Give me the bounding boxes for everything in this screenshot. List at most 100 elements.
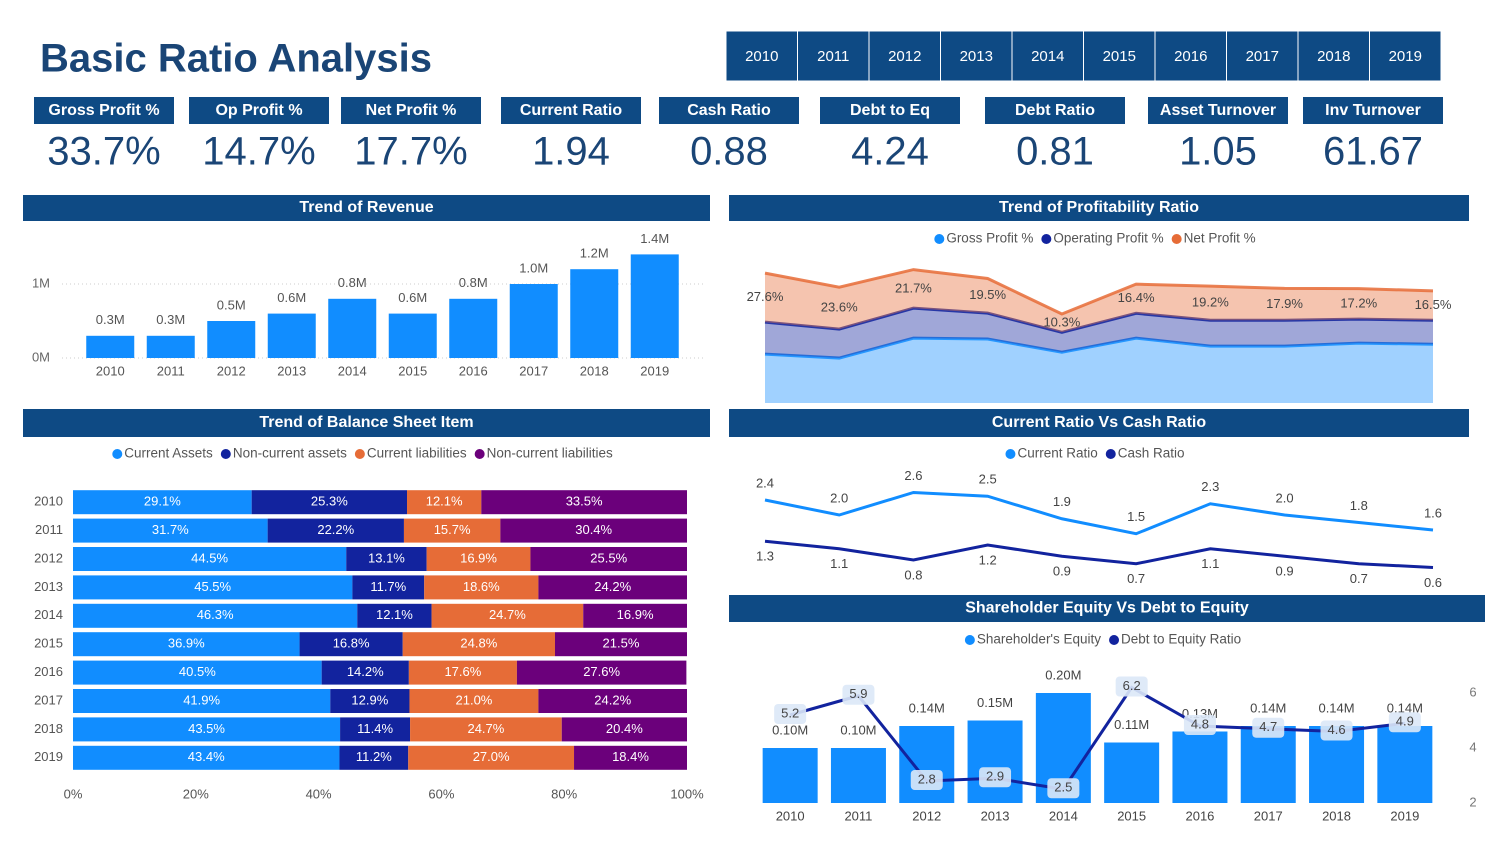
year-button[interactable] xyxy=(1297,30,1370,82)
kpi-label: Current Ratio xyxy=(520,102,622,119)
year-button-label[interactable]: 2019 xyxy=(1389,48,1422,65)
kpi-value: 61.67 xyxy=(1323,130,1423,174)
area-line xyxy=(764,336,1434,360)
data-label: 1.1 xyxy=(1201,556,1219,571)
data-label: 36.9% xyxy=(168,636,205,651)
legend: Current Assets Non-current assets Current … xyxy=(112,446,613,461)
x-tick-label: 0% xyxy=(64,786,83,801)
legend-label: Current Ratio xyxy=(1017,446,1097,461)
bar xyxy=(762,748,818,803)
data-label: 10.3% xyxy=(1043,315,1080,330)
year-button-label[interactable]: 2016 xyxy=(1174,48,1207,65)
bar xyxy=(207,321,256,358)
data-label: 16.9% xyxy=(617,607,654,622)
data-label: 21.0% xyxy=(456,692,493,707)
data-label: 24.2% xyxy=(594,692,631,707)
data-label: 21.7% xyxy=(895,280,932,295)
y-tick-label: 2017 xyxy=(34,692,63,707)
kpi-label-bg xyxy=(1148,97,1288,124)
year-button[interactable] xyxy=(1083,30,1156,82)
area-line xyxy=(764,306,1434,334)
bar-segment xyxy=(481,490,687,515)
x-tick-label: 2018 xyxy=(580,363,609,378)
data-label: 25.3% xyxy=(311,494,348,509)
bar xyxy=(830,748,886,803)
kpi-label-bg xyxy=(341,97,481,124)
year-button-label[interactable]: 2013 xyxy=(960,48,993,65)
chart-title: Current Ratio Vs Cash Ratio xyxy=(992,414,1206,431)
data-label: 0.15M xyxy=(977,695,1013,710)
x-tick-label: 2012 xyxy=(217,363,246,378)
area xyxy=(765,338,1433,403)
kpi-label: Inv Turnover xyxy=(1325,102,1421,119)
year-button[interactable] xyxy=(1226,30,1299,82)
panel-header xyxy=(23,195,710,221)
year-button[interactable] xyxy=(868,30,941,82)
data-label: 27.0% xyxy=(473,749,510,764)
data-label: 21.5% xyxy=(603,636,640,651)
data-label: 17.2% xyxy=(1340,295,1377,310)
data-label-bg xyxy=(842,684,875,705)
data-label: 0.9 xyxy=(1276,564,1294,579)
data-label: 27.6% xyxy=(747,289,784,304)
bar-segment xyxy=(409,689,539,713)
chart-title: Trend of Profitability Ratio xyxy=(999,199,1199,216)
y-tick-label: 2015 xyxy=(34,636,63,651)
data-label: 5.9 xyxy=(849,686,867,701)
data-label: 20.4% xyxy=(606,721,643,736)
year-button-label[interactable]: 2012 xyxy=(888,48,921,65)
legend-swatch xyxy=(964,635,975,645)
data-label-bg xyxy=(979,767,1012,788)
bar-segment xyxy=(73,547,347,571)
x-tick-label: 2019 xyxy=(640,363,669,378)
year-button-label[interactable]: 2017 xyxy=(1246,48,1279,65)
bar xyxy=(328,298,377,358)
bar xyxy=(449,298,498,358)
kpi-value: 0.81 xyxy=(1016,130,1094,174)
bar-segment xyxy=(408,745,575,770)
year-button-label[interactable]: 2011 xyxy=(817,48,849,65)
year-button[interactable] xyxy=(797,30,870,82)
bar-segment xyxy=(403,518,501,543)
x-tick-label: 2015 xyxy=(398,363,427,378)
bar-segment xyxy=(73,660,322,685)
data-label: 19.5% xyxy=(969,287,1006,302)
data-label: 31.7% xyxy=(152,522,189,537)
year-button-label[interactable]: 2014 xyxy=(1031,48,1064,65)
year-button-label[interactable]: 2010 xyxy=(745,48,778,65)
legend: Current Ratio Cash Ratio xyxy=(1005,446,1185,461)
year-button-label[interactable]: 2018 xyxy=(1317,48,1350,65)
x-tick-label: 2014 xyxy=(1049,808,1078,823)
area-line xyxy=(764,268,1434,316)
chart-title: Shareholder Equity Vs Debt to Equity xyxy=(965,600,1249,617)
year-button[interactable] xyxy=(725,30,798,82)
x-tick-label: 40% xyxy=(306,786,332,801)
data-label: 13.1% xyxy=(368,550,405,565)
year-button[interactable] xyxy=(1011,30,1084,82)
data-label: 0.11M xyxy=(1114,717,1149,732)
data-label: 24.8% xyxy=(460,636,497,651)
kpi-label-bg xyxy=(189,97,329,124)
data-label: 43.4% xyxy=(188,749,225,764)
y-tick-label: 2018 xyxy=(34,721,63,736)
bar-segment xyxy=(410,717,562,742)
year-button[interactable] xyxy=(1369,30,1442,82)
data-label: 0.8M xyxy=(459,275,488,290)
data-label: 17.9% xyxy=(1266,296,1303,311)
bar-segment xyxy=(357,603,432,628)
data-label: 16.8% xyxy=(333,636,370,651)
year-button-label[interactable]: 2015 xyxy=(1103,48,1136,65)
legend-label: Debt to Equity Ratio xyxy=(1121,632,1241,647)
x-tick-label: 2010 xyxy=(96,363,125,378)
y-tick-label: 2010 xyxy=(34,494,63,509)
year-button[interactable] xyxy=(940,30,1013,82)
legend-label: Current liabilities xyxy=(367,446,467,461)
data-label-bg xyxy=(1252,717,1285,738)
data-label-bg xyxy=(1320,720,1353,741)
data-label-bg xyxy=(1388,712,1421,733)
data-label: 4.7 xyxy=(1259,719,1277,734)
legend-swatch xyxy=(1005,449,1016,459)
data-label: 18.4% xyxy=(612,749,649,764)
data-label: 2.6 xyxy=(904,468,922,483)
data-label: 2.9 xyxy=(986,769,1004,784)
